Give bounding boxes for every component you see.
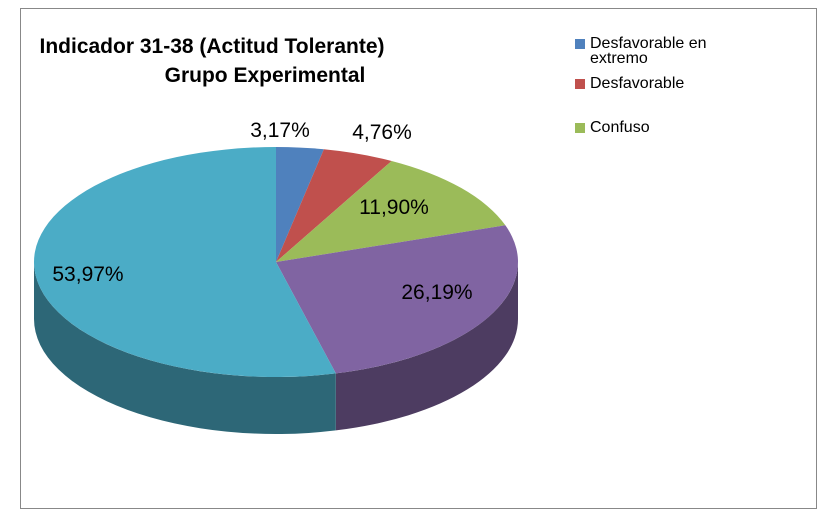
chart-subtitle: Grupo Experimental	[165, 64, 366, 87]
pie-slice-side	[335, 262, 518, 431]
legend-item: Confuso	[575, 119, 650, 136]
legend-swatch	[575, 39, 585, 49]
data-label: 4,76%	[352, 121, 412, 144]
chart-frame	[20, 8, 817, 509]
legend-label: Desfavorable	[590, 75, 685, 92]
legend-label: Confuso	[590, 119, 650, 136]
pie-slice	[276, 225, 518, 374]
legend-item: Desfavorable	[575, 75, 685, 92]
legend-swatch	[575, 123, 585, 133]
data-label: 3,17%	[250, 119, 310, 142]
data-label: 26,19%	[401, 281, 472, 304]
data-label: 53,97%	[52, 263, 123, 286]
legend-label: Desfavorable en extremo	[590, 35, 707, 67]
data-label: 11,90%	[359, 196, 429, 219]
chart-title: Indicador 31-38 (Actitud Tolerante)	[40, 35, 385, 58]
pie-slice-side	[34, 262, 336, 434]
legend-item: Desfavorable en extremo	[575, 35, 745, 67]
pie-slice	[276, 147, 324, 262]
pie-slice	[276, 160, 506, 262]
pie-slice	[33, 147, 336, 377]
pie-slice	[276, 149, 392, 262]
legend-swatch	[575, 79, 585, 89]
